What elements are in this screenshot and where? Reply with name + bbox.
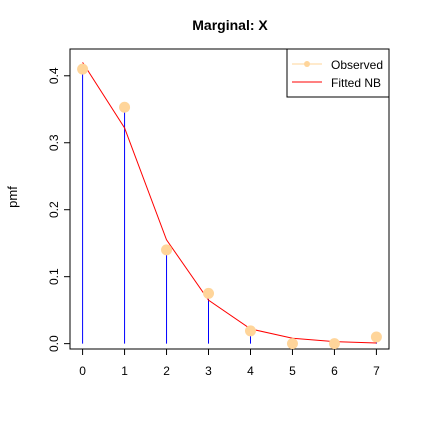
x-tick-label: 3 (205, 364, 212, 378)
x-tick-label: 1 (121, 364, 128, 378)
y-tick-label: 0.2 (47, 201, 61, 218)
x-tick-label: 6 (331, 364, 338, 378)
y-tick-label: 0.3 (47, 134, 61, 151)
observed-point (244, 325, 256, 337)
legend: Observed Fitted NB (286, 48, 390, 98)
y-axis-label: pmf (5, 186, 20, 208)
fitted-nb-series (82, 62, 377, 344)
legend-observed-marker (304, 61, 310, 67)
legend-observed-label: Observed (331, 58, 383, 72)
observed-point (161, 244, 173, 256)
observed-point (370, 331, 382, 343)
observed-point (119, 101, 131, 113)
spike-lines (82, 69, 377, 344)
observed-point (203, 287, 215, 299)
fitted-nb-line (82, 62, 377, 344)
y-axis: 0.0 0.1 0.2 0.3 0.4 (47, 67, 70, 352)
observed-series (77, 63, 382, 350)
y-tick-label: 0.1 (47, 268, 61, 285)
legend-box (286, 48, 390, 98)
legend-fitted-label: Fitted NB (331, 76, 381, 90)
x-tick-label: 4 (247, 364, 254, 378)
x-tick-label: 0 (79, 364, 86, 378)
y-tick-label: 0.4 (47, 67, 61, 84)
observed-point (77, 63, 89, 75)
x-axis: 0 1 2 3 4 5 6 7 (79, 349, 380, 378)
chart-title: Marginal: X (192, 17, 268, 33)
x-tick-label: 5 (289, 364, 296, 378)
plot-frame (69, 48, 390, 350)
x-tick-label: 7 (373, 364, 380, 378)
x-tick-label: 2 (163, 364, 170, 378)
observed-point (286, 338, 298, 350)
y-tick-label: 0.0 (47, 335, 61, 352)
observed-point (328, 338, 340, 350)
